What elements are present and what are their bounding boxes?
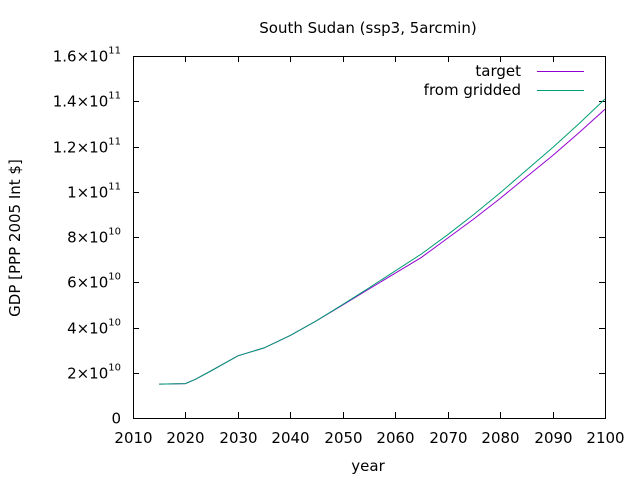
y-tick-mantissa: 1.4×10 xyxy=(53,93,109,111)
series-line-1 xyxy=(159,108,606,385)
x-tick-label: 2020 xyxy=(166,429,204,447)
x-tick-label: 2090 xyxy=(534,429,572,447)
y-tick-label: 1.4×1011 xyxy=(53,91,121,111)
y-tick-label: 0 xyxy=(111,410,121,428)
x-tick-label: 2040 xyxy=(271,429,309,447)
series-lines xyxy=(159,98,606,385)
x-tick-label: 2080 xyxy=(481,429,519,447)
y-tick-mantissa: 0 xyxy=(111,410,121,428)
y-tick-exponent: 10 xyxy=(108,272,121,283)
x-tick-label: 2060 xyxy=(376,429,414,447)
y-tick-mantissa: 1.6×10 xyxy=(53,48,109,66)
y-tick-mantissa: 6×10 xyxy=(67,274,108,292)
y-tick-label: 1.6×1011 xyxy=(53,46,121,66)
y-tick-mantissa: 1×10 xyxy=(67,184,108,202)
y-axis-label: GDP [PPP 2005 Int $] xyxy=(6,159,24,317)
plot-frame xyxy=(133,56,606,419)
x-tick-label: 2100 xyxy=(586,429,624,447)
x-axis-label: year xyxy=(351,457,385,475)
y-tick-exponent: 11 xyxy=(108,91,121,102)
y-tick-exponent: 11 xyxy=(108,137,121,148)
y-tick-label: 1×1011 xyxy=(67,182,121,202)
x-tick-label: 2050 xyxy=(324,429,362,447)
chart-title: South Sudan (ssp3, 5arcmin) xyxy=(259,19,476,37)
y-tick-mantissa: 1.2×10 xyxy=(53,139,109,157)
x-tick-label: 2010 xyxy=(114,429,152,447)
y-tick-mantissa: 4×10 xyxy=(67,320,108,338)
y-tick-label: 1.2×1011 xyxy=(53,137,121,157)
y-tick-mantissa: 2×10 xyxy=(67,365,108,383)
y-tick-exponent: 10 xyxy=(108,363,121,374)
legend-label: target xyxy=(475,62,521,80)
y-tick-label: 6×1010 xyxy=(67,272,121,292)
y-tick-exponent: 10 xyxy=(108,227,121,238)
axis-ticks: 2010 2020 2030 2040 2050 2060 2070 2080 2090 2100… xyxy=(53,46,625,448)
y-tick-exponent: 11 xyxy=(108,46,121,57)
y-tick-label: 4×1010 xyxy=(67,318,121,338)
y-tick-mantissa: 8×10 xyxy=(67,229,108,247)
series-line-2 xyxy=(159,98,606,385)
y-tick-label: 2×1010 xyxy=(67,363,121,383)
y-tick-exponent: 10 xyxy=(108,318,121,329)
y-tick-exponent: 11 xyxy=(108,182,121,193)
legend-label: from gridded xyxy=(424,81,521,99)
y-tick-label: 8×1010 xyxy=(67,227,121,247)
x-tick-label: 2070 xyxy=(429,429,467,447)
x-tick-label: 2030 xyxy=(219,429,257,447)
